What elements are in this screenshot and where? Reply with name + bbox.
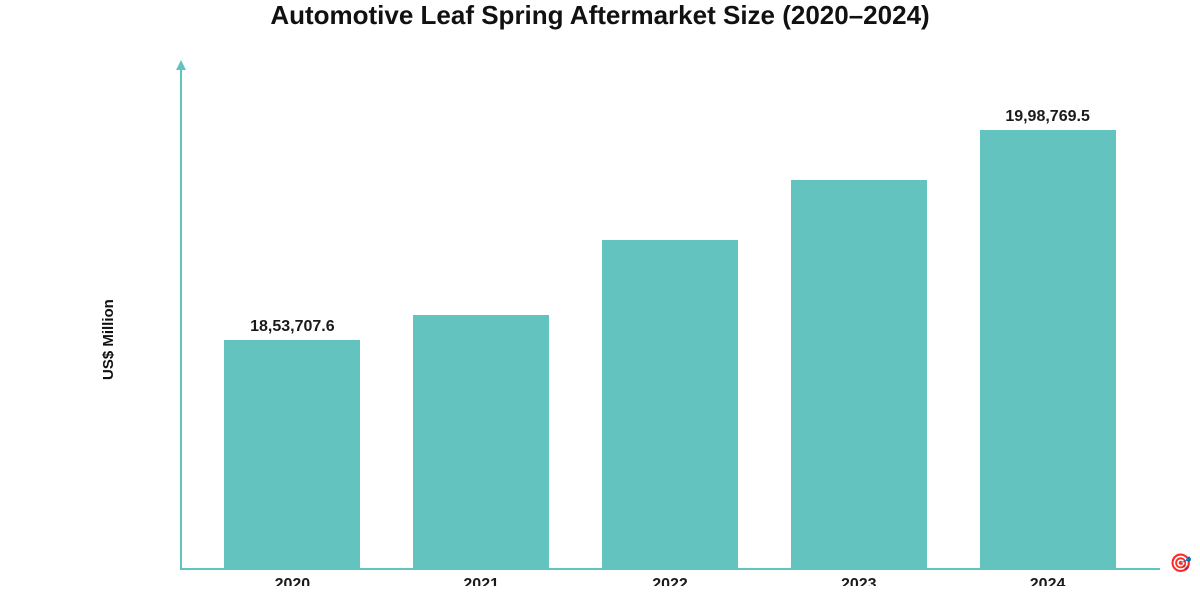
chart-title: Automotive Leaf Spring Aftermarket Size … (0, 0, 1200, 31)
bar-slot: 19,98,769.52024 (953, 70, 1142, 570)
bar-value-label: 19,98,769.5 (1005, 108, 1090, 126)
bar-rect (224, 340, 360, 570)
plot-area: 18,53,707.6202020212022202319,98,769.520… (180, 70, 1160, 570)
brand-logo-icon: 🎯 (1170, 553, 1192, 574)
bar-rect (791, 180, 927, 570)
bar-slot: 2023 (764, 70, 953, 570)
bar-slot: 18,53,707.62020 (198, 70, 387, 570)
bar-rect (413, 315, 549, 570)
bar-value-label: 18,53,707.6 (250, 318, 335, 336)
chart-container: Automotive Leaf Spring Aftermarket Size … (0, 0, 1200, 600)
bar-slot: 2021 (387, 70, 576, 570)
bar-rect (602, 240, 738, 570)
bottom-crop-mask (0, 586, 1200, 600)
y-axis-arrow (176, 60, 186, 70)
bar-slot: 2022 (576, 70, 765, 570)
y-axis-label: US$ Million (100, 299, 117, 380)
bar-rect (980, 130, 1116, 570)
bars-group: 18,53,707.6202020212022202319,98,769.520… (180, 70, 1160, 570)
